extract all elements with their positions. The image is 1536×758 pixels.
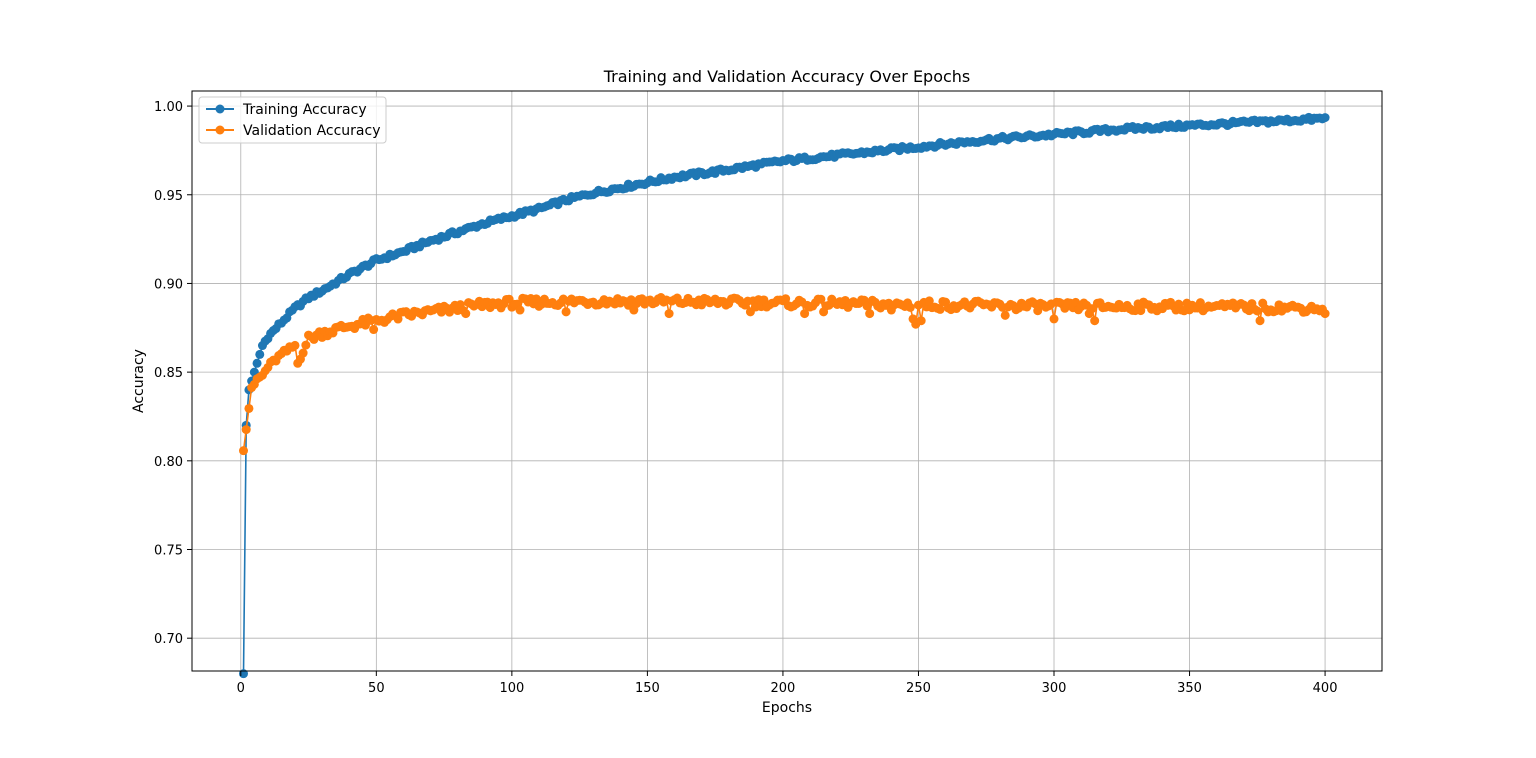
data-point <box>905 302 915 312</box>
chart-title: Training and Validation Accuracy Over Ep… <box>603 67 971 86</box>
legend: Training Accuracy Validation Accuracy <box>198 96 387 144</box>
y-tick-label: 0.95 <box>154 189 183 204</box>
legend-marker-validation <box>215 125 225 135</box>
data-point <box>1320 113 1330 123</box>
data-point <box>561 307 571 317</box>
data-point <box>301 340 311 350</box>
data-point <box>369 325 379 335</box>
data-point <box>865 309 875 319</box>
data-point <box>1033 306 1043 316</box>
data-point <box>515 305 525 315</box>
y-tick-label: 0.85 <box>154 366 183 381</box>
data-point <box>244 403 254 413</box>
grid-layer <box>192 91 1382 671</box>
data-point <box>461 309 471 319</box>
legend-label-validation: Validation Accuracy <box>243 123 381 139</box>
series-validation <box>239 293 1330 456</box>
data-point <box>1136 306 1146 316</box>
series-layer <box>239 112 1330 679</box>
x-tick-label: 350 <box>1177 681 1202 696</box>
y-tick-label: 0.90 <box>154 277 183 292</box>
ticks-layer: 0 50 100 150 200 250 300 350 400 0.70 0.75 0.80 0.85… <box>154 100 1337 696</box>
data-point <box>916 316 926 326</box>
x-tick-label: 300 <box>1042 681 1067 696</box>
data-point <box>935 304 945 314</box>
data-point <box>816 294 826 304</box>
data-point <box>239 446 248 456</box>
y-tick-label: 1.00 <box>154 100 183 115</box>
x-tick-label: 200 <box>771 681 796 696</box>
legend-label-training: Training Accuracy <box>242 102 367 118</box>
data-point <box>1000 310 1010 320</box>
data-point <box>1320 309 1330 319</box>
x-tick-label: 150 <box>635 681 660 696</box>
data-point <box>781 294 791 304</box>
y-tick-label: 0.70 <box>154 632 183 647</box>
data-point <box>1049 314 1059 324</box>
data-point <box>290 340 300 350</box>
legend-box <box>198 96 387 144</box>
data-point <box>1252 306 1262 316</box>
legend-marker-training <box>215 104 225 114</box>
x-tick-label: 100 <box>499 681 524 696</box>
data-point <box>862 301 872 311</box>
x-tick-label: 400 <box>1313 681 1338 696</box>
data-point <box>252 358 262 368</box>
data-point <box>241 425 251 435</box>
y-axis-label: Accuracy <box>131 349 147 413</box>
y-tick-label: 0.80 <box>154 455 183 470</box>
data-point <box>1255 316 1265 326</box>
x-tick-label: 50 <box>368 681 385 696</box>
plot-frame <box>191 90 1383 672</box>
x-tick-label: 250 <box>906 681 931 696</box>
data-point <box>664 309 674 319</box>
data-point <box>1090 316 1100 326</box>
x-tick-label: 0 <box>237 681 245 696</box>
data-point <box>255 349 265 359</box>
data-point <box>298 348 308 358</box>
x-axis-label: Epochs <box>762 700 812 716</box>
y-tick-label: 0.75 <box>154 544 183 559</box>
data-point <box>800 309 810 319</box>
